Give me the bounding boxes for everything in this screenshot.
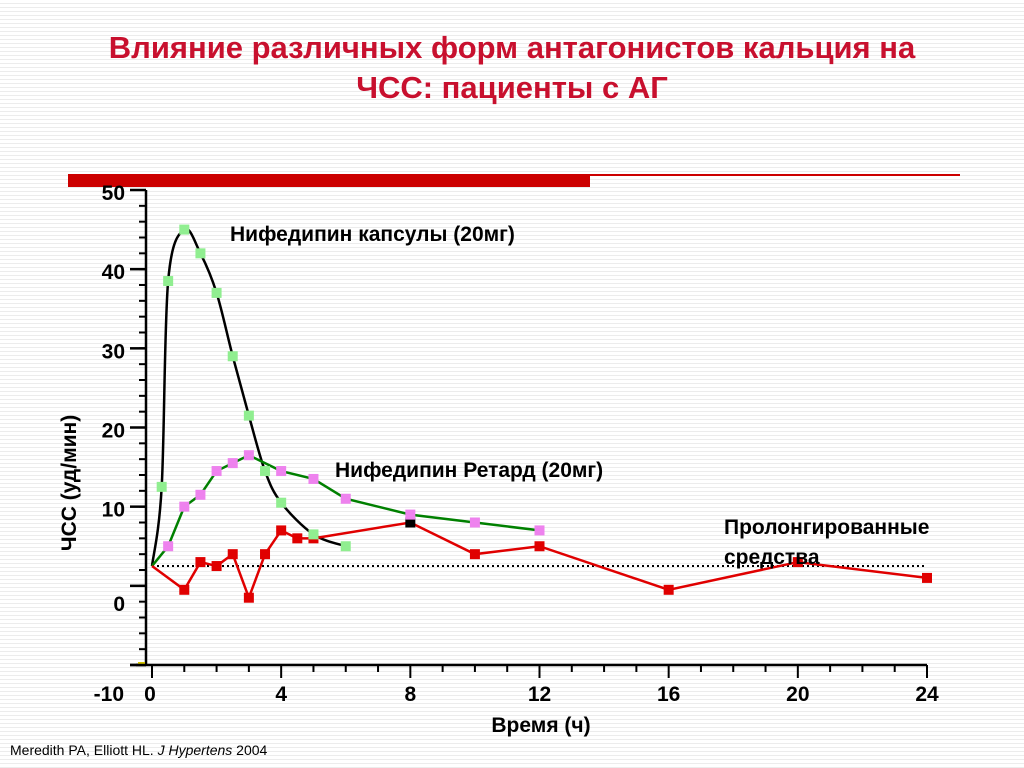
y-tick-label: 50 — [102, 182, 125, 205]
retard-marker — [163, 541, 174, 552]
capsule-marker — [163, 276, 174, 287]
prolonged-marker — [260, 549, 271, 560]
retard-marker — [179, 501, 190, 512]
y-axis-title: ЧСС (уд/мин) — [58, 415, 81, 551]
retard-marker — [469, 517, 480, 528]
retard-marker — [276, 466, 287, 477]
prolonged-marker — [534, 541, 545, 552]
prolonged-series-line — [151, 521, 928, 602]
prolonged-marker — [292, 533, 303, 544]
retard-marker — [340, 493, 351, 504]
x-tick-label: 16 — [657, 683, 680, 706]
y-tick-label: 40 — [102, 261, 125, 284]
prolonged-marker — [469, 549, 480, 560]
retard-marker — [405, 509, 416, 520]
prolonged-marker — [211, 561, 222, 572]
citation: Meredith PA, Elliott HL. J Hypertens 200… — [10, 742, 267, 758]
capsule-marker — [179, 224, 190, 235]
x-tick-label: 4 — [275, 683, 287, 706]
prolonged-marker — [405, 517, 416, 528]
prolonged-marker — [227, 549, 238, 560]
capsule-marker — [195, 248, 206, 259]
annotation-retard: Нифедипин Ретард (20мг) — [335, 459, 603, 482]
citation-journal: J Hypertens — [157, 742, 233, 758]
y-tick-label: 0 — [113, 593, 125, 616]
prolonged-marker — [276, 525, 287, 536]
capsule-marker — [211, 287, 222, 298]
y-tick-label: -10 — [94, 683, 124, 706]
citation-authors: Meredith PA, Elliott HL. — [10, 742, 158, 758]
y-tick-label: 30 — [102, 340, 125, 363]
accent-bar-red — [68, 174, 590, 187]
origin-mark — [138, 662, 145, 665]
retard-marker — [195, 489, 206, 500]
title-line-1: Влияние различных форм антагонистов каль… — [108, 30, 916, 65]
annotation-capsule: Нифедипин капсулы (20мг) — [230, 223, 515, 246]
citation-year: 2004 — [232, 742, 268, 758]
capsule-marker — [227, 351, 238, 362]
capsule-marker — [243, 410, 254, 421]
slide-title: Влияние различных форм антагонистов каль… — [40, 28, 984, 108]
retard-marker — [534, 525, 545, 536]
retard-marker — [308, 473, 319, 484]
prolonged-marker — [792, 557, 803, 568]
y-tick-label: 20 — [102, 420, 125, 443]
capsule-marker — [156, 481, 167, 492]
annotation-prolonged-line2: средства — [724, 546, 820, 569]
x-tick-label: 24 — [915, 683, 939, 706]
annotation-prolonged-line1: Пролонгированные — [724, 516, 929, 539]
x-tick-label: 12 — [528, 683, 551, 706]
prolonged-marker — [922, 572, 932, 583]
prolonged-marker — [663, 584, 674, 595]
y-tick-label: 10 — [102, 499, 125, 522]
capsule-marker — [260, 466, 271, 477]
x-tick-label: 8 — [404, 683, 416, 706]
capsule-marker — [340, 541, 351, 552]
x-axis-title: Время (ч) — [491, 714, 590, 737]
capsule-marker — [276, 497, 287, 508]
prolonged-marker — [179, 584, 190, 595]
prolonged-marker — [243, 592, 254, 603]
x-tick-label: 20 — [786, 683, 809, 706]
retard-marker — [243, 450, 254, 461]
retard-marker — [227, 458, 238, 469]
prolonged-marker — [195, 557, 206, 568]
x-tick-label: 0 — [144, 683, 156, 706]
accent-bar-thin — [590, 174, 960, 176]
capsule-marker — [308, 529, 319, 540]
title-line-2: ЧСС: пациенты с АГ — [356, 70, 668, 105]
retard-marker — [211, 466, 222, 477]
